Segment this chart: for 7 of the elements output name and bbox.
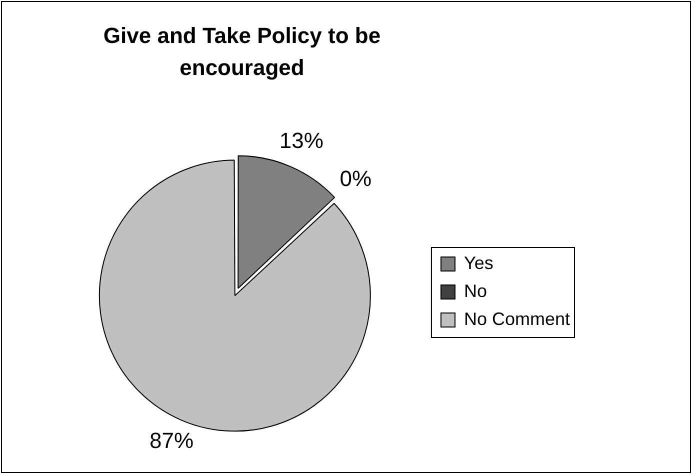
text: 0% xyxy=(340,166,372,192)
chart-title: Give and Take Policy to be encouraged xyxy=(102,22,382,82)
data-label: 13% xyxy=(279,128,324,154)
legend-label: No xyxy=(464,280,487,301)
legend-label: Yes xyxy=(464,252,494,273)
legend-label: No Comment xyxy=(464,308,570,329)
data-label: 87% xyxy=(150,428,194,454)
